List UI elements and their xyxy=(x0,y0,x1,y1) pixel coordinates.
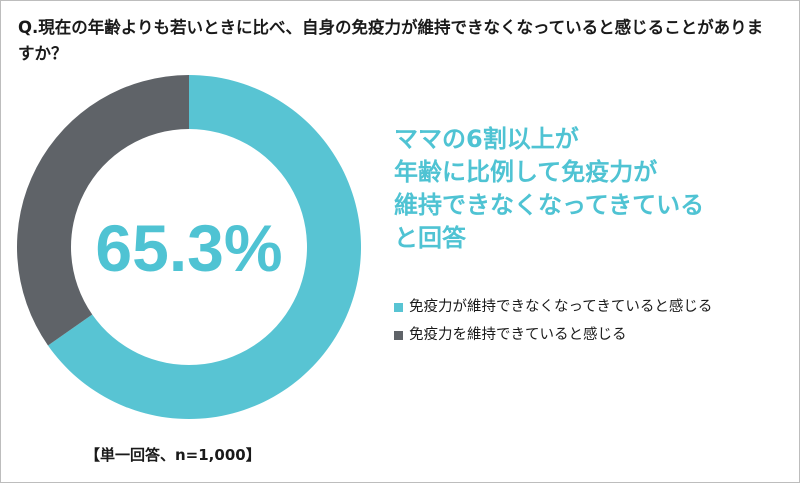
headline-line-1: ママの6割以上が xyxy=(394,125,579,153)
center-percentage-label: 65.3% xyxy=(95,211,282,285)
headline-line-4: と回答 xyxy=(394,224,466,252)
headline: ママの6割以上が 年齢に比例して免疫力が 維持できなくなってきている と回答 xyxy=(394,123,794,255)
donut-slice-1 xyxy=(17,75,190,346)
legend-label-maintained: 免疫力を維持できていると感じる xyxy=(409,327,627,343)
sample-note: 【単一回答、n=1,000】 xyxy=(85,446,261,464)
headline-line-2: 年齢に比例して免疫力が xyxy=(394,158,658,186)
legend-swatch-gray xyxy=(394,331,403,340)
legend-swatch-cyan xyxy=(394,303,403,312)
legend-item-weakening: 免疫力が維持できなくなってきていると感じる xyxy=(394,295,794,319)
legend-label-weakening: 免疫力が維持できなくなってきていると感じる xyxy=(409,299,713,315)
legend: 免疫力が維持できなくなってきていると感じる 免疫力を維持できていると感じる xyxy=(394,295,794,351)
headline-line-3: 維持できなくなってきている xyxy=(394,191,705,219)
legend-item-maintained: 免疫力を維持できていると感じる xyxy=(394,323,794,347)
donut-slice-0 xyxy=(47,75,362,419)
question-title: Q.現在の年齢よりも若いときに比べ、自身の免疫力が維持できなくなっていると感じる… xyxy=(18,18,764,63)
donut-slices xyxy=(17,75,362,419)
